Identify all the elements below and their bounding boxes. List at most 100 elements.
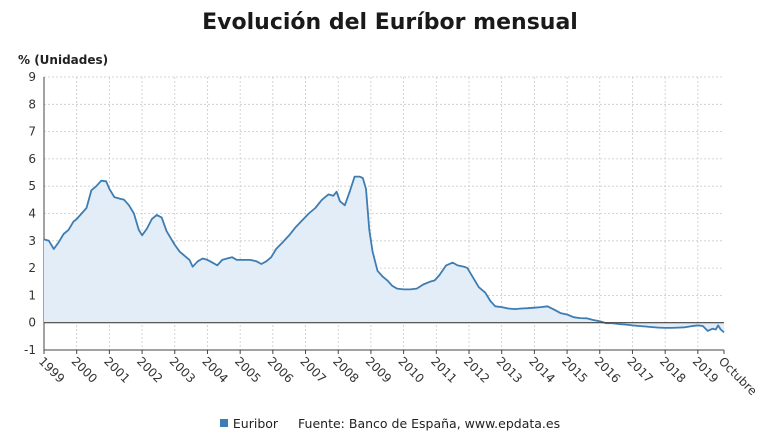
data-point: [249, 259, 250, 260]
data-point: [715, 329, 716, 330]
data-point: [202, 258, 203, 259]
data-point: [109, 188, 110, 189]
data-point: [276, 248, 277, 249]
data-point: [43, 239, 44, 240]
data-point: [632, 325, 633, 326]
y-tick-label: 2: [28, 261, 36, 275]
data-point: [308, 213, 309, 214]
data-point: [179, 251, 180, 252]
data-point: [241, 259, 242, 260]
data-point: [382, 276, 383, 277]
y-tick-label: -1: [24, 343, 36, 357]
x-tick-label: 2014: [526, 354, 557, 385]
data-point: [645, 326, 646, 327]
data-point: [266, 261, 267, 262]
x-tick-label: 2002: [134, 354, 165, 385]
data-point: [289, 235, 290, 236]
data-point: [720, 329, 721, 330]
data-point: [501, 307, 502, 308]
data-point: [652, 327, 653, 328]
data-point: [124, 199, 125, 200]
data-point: [619, 324, 620, 325]
data-point: [156, 214, 157, 215]
data-point: [665, 327, 666, 328]
y-tick-label: 0: [28, 316, 36, 330]
data-point: [171, 239, 172, 240]
legend-series-label: Euribor: [232, 416, 279, 431]
data-point: [638, 325, 639, 326]
chart-title: Evolución del Euríbor mensual: [202, 10, 578, 35]
data-point: [349, 191, 350, 192]
data-point: [222, 259, 223, 260]
data-point: [68, 229, 69, 230]
data-point: [580, 318, 581, 319]
x-tick-label: 2000: [69, 354, 100, 385]
data-point: [534, 307, 535, 308]
data-point: [161, 217, 162, 218]
x-tick-label: 2011: [428, 354, 459, 385]
x-tick-label: 2016: [592, 354, 623, 385]
data-point: [521, 308, 522, 309]
data-point: [392, 285, 393, 286]
data-point: [81, 213, 82, 214]
data-point: [423, 284, 424, 285]
data-point: [540, 307, 541, 308]
data-point: [723, 332, 724, 333]
x-tick-label: 2013: [494, 354, 525, 385]
data-point: [416, 288, 417, 289]
x-tick-label: 2003: [167, 354, 198, 385]
x-tick-label: 2012: [461, 354, 492, 385]
data-point: [625, 324, 626, 325]
data-point: [189, 259, 190, 260]
data-point: [718, 325, 719, 326]
data-point: [446, 265, 447, 266]
data-point: [359, 176, 360, 177]
data-point: [397, 288, 398, 289]
x-tick-label: Octubre: [716, 354, 760, 398]
data-point: [567, 314, 568, 315]
data-point: [295, 227, 296, 228]
data-point: [684, 327, 685, 328]
data-point: [354, 176, 355, 177]
x-tick-label: 2006: [265, 354, 296, 385]
data-point: [452, 262, 453, 263]
data-point: [261, 263, 262, 264]
y-tick-label: 3: [28, 234, 36, 248]
data-point: [344, 205, 345, 206]
data-point: [339, 201, 340, 202]
data-point: [372, 251, 373, 252]
legend: Euribor Fuente: Banco de España, www.epda…: [0, 416, 780, 431]
data-point: [560, 313, 561, 314]
data-point: [333, 195, 334, 196]
data-point: [495, 306, 496, 307]
data-point: [133, 213, 134, 214]
data-point: [485, 292, 486, 293]
data-point: [73, 221, 74, 222]
data-point: [142, 235, 143, 236]
y-axis-label: % (Unidades): [18, 53, 109, 67]
data-point: [328, 194, 329, 195]
data-point: [166, 231, 167, 232]
data-point: [321, 199, 322, 200]
data-point: [547, 306, 548, 307]
data-point: [146, 228, 147, 229]
data-point: [678, 327, 679, 328]
data-point: [472, 276, 473, 277]
y-tick-label: 7: [28, 125, 36, 139]
data-point: [691, 326, 692, 327]
data-point: [91, 190, 92, 191]
data-point: [712, 328, 713, 329]
data-point: [302, 220, 303, 221]
data-point: [439, 274, 440, 275]
data-point: [457, 265, 458, 266]
data-point: [478, 287, 479, 288]
data-point: [86, 207, 87, 208]
data-point: [207, 259, 208, 260]
legend-swatch: [219, 419, 228, 427]
x-tick-label: 2001: [101, 354, 132, 385]
data-point: [403, 289, 404, 290]
x-tick-label: 2005: [232, 354, 263, 385]
data-point: [365, 188, 366, 189]
data-point: [658, 327, 659, 328]
